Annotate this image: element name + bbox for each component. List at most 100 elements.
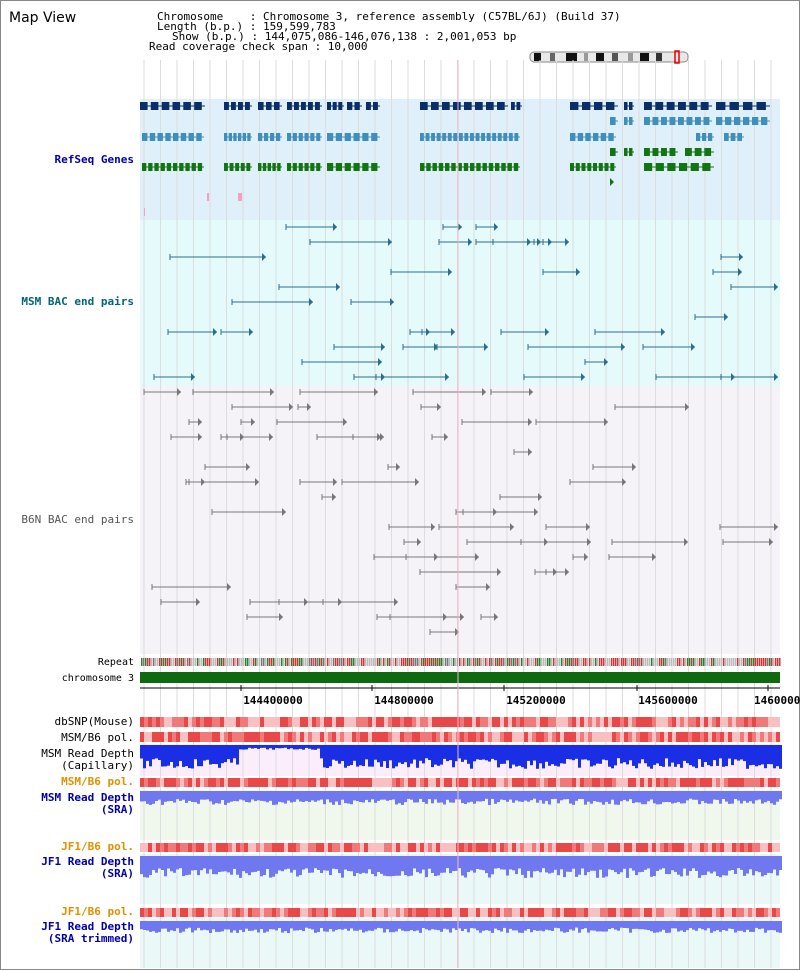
msm-pair-arrow [378, 358, 382, 366]
polymorphism-block [432, 732, 436, 742]
read-depth-bar [572, 791, 575, 805]
read-depth-bar [533, 791, 536, 799]
repeat-block [211, 658, 213, 666]
repeat-block [151, 658, 153, 666]
variation-tracks[interactable] [140, 717, 782, 933]
repeat-block [473, 658, 475, 666]
gene-exon [173, 133, 179, 141]
read-depth-bar [290, 856, 293, 873]
polymorphism-block [360, 778, 364, 787]
polymorphism-block [680, 843, 684, 852]
gene-exon [258, 163, 262, 171]
polymorphism-block [464, 732, 468, 742]
polymorphism-block [372, 843, 376, 852]
polymorphism-block [264, 908, 268, 917]
repeat-block [539, 658, 541, 666]
repeat-block [705, 658, 707, 666]
read-depth-bar [152, 745, 155, 760]
read-depth-bar [347, 856, 350, 871]
gene-exon [347, 102, 353, 110]
msm-bac-pairs[interactable] [153, 223, 778, 381]
polymorphism-block [392, 778, 396, 787]
gene-exon [425, 133, 430, 141]
jf1-read-depth-sra-label: JF1 Read Depth [41, 855, 134, 868]
read-depth-bar [176, 921, 179, 929]
repeat-block [449, 658, 451, 666]
read-depth-bar [731, 745, 734, 766]
b6n-pair-arrow [528, 418, 532, 426]
read-depth-bar [437, 856, 440, 876]
read-depth-bar [614, 745, 617, 766]
read-depth-bar [221, 921, 224, 932]
read-depth-bar [200, 921, 203, 931]
polymorphism-block [776, 717, 780, 727]
read-depth-bar [182, 856, 185, 877]
repeat-block [417, 658, 419, 666]
polymorphism-block [664, 717, 668, 727]
read-depth-bar [668, 745, 671, 767]
read-depth-bar [308, 856, 311, 873]
read-depth-bar [197, 921, 200, 928]
polymorphism-block [668, 908, 672, 917]
b6n-bac-pairs[interactable] [143, 388, 778, 636]
read-depth-bar [260, 745, 263, 748]
polymorphism-block [376, 778, 380, 787]
read-depth-bar [698, 921, 701, 929]
read-depth-bar [461, 791, 464, 804]
polymorphism-block [416, 778, 420, 787]
refseq-genes[interactable] [140, 102, 770, 216]
polymorphism-block [708, 732, 712, 742]
repeat-label: Repeat [98, 657, 134, 668]
polymorphism-block [204, 843, 208, 852]
gene-exon [457, 163, 462, 171]
gene-exon [353, 163, 360, 171]
read-depth-bar [416, 791, 419, 803]
gene-exon [238, 133, 242, 141]
b6n-pair-arrow [251, 418, 255, 426]
repeat-block [565, 658, 567, 666]
polymorphism-block [760, 717, 764, 727]
polymorphism-block [480, 778, 484, 787]
polymorphism-block [556, 717, 560, 727]
gene-exon [316, 163, 321, 171]
read-depth-bar [671, 791, 674, 804]
read-depth-bar [536, 745, 539, 769]
repeat-block [441, 658, 443, 666]
read-depth-bar [773, 791, 776, 805]
read-depth-bar [629, 791, 632, 800]
read-depth-bar [257, 745, 260, 749]
polymorphism-block [252, 732, 256, 742]
polymorphism-block [724, 778, 728, 787]
read-depth-bar [485, 856, 488, 874]
polymorphism-block [412, 778, 416, 787]
polymorphism-block [508, 843, 512, 852]
repeat-block [381, 658, 383, 666]
read-depth-bar [569, 745, 572, 760]
chromosome-bar[interactable] [140, 672, 780, 683]
read-depth-bar [584, 791, 587, 805]
read-depth-bar [683, 791, 686, 804]
read-depth-bar [497, 791, 500, 803]
repeat-block [311, 658, 313, 666]
repeat-block [419, 658, 421, 666]
repeat-track[interactable] [141, 658, 781, 666]
read-depth-bar [404, 791, 407, 803]
repeat-block [299, 658, 301, 666]
b6n-pair-arrow [177, 388, 181, 396]
read-depth-bar [521, 921, 524, 933]
polymorphism-block [552, 843, 556, 852]
gene-exon [507, 163, 512, 171]
polymorphism-block [732, 843, 736, 852]
dbsnp-label: dbSNP(Mouse) [55, 715, 134, 728]
repeat-block [433, 658, 435, 666]
polymorphism-block [640, 717, 644, 727]
read-depth-bar [311, 921, 314, 930]
chromosome-ideogram[interactable] [529, 50, 689, 64]
read-depth-bar [773, 921, 776, 931]
gene-exon [304, 133, 309, 141]
polymorphism-block [216, 778, 220, 787]
read-depth-bar [356, 856, 359, 873]
polymorphism-block [740, 732, 744, 742]
polymorphism-block [344, 843, 348, 852]
